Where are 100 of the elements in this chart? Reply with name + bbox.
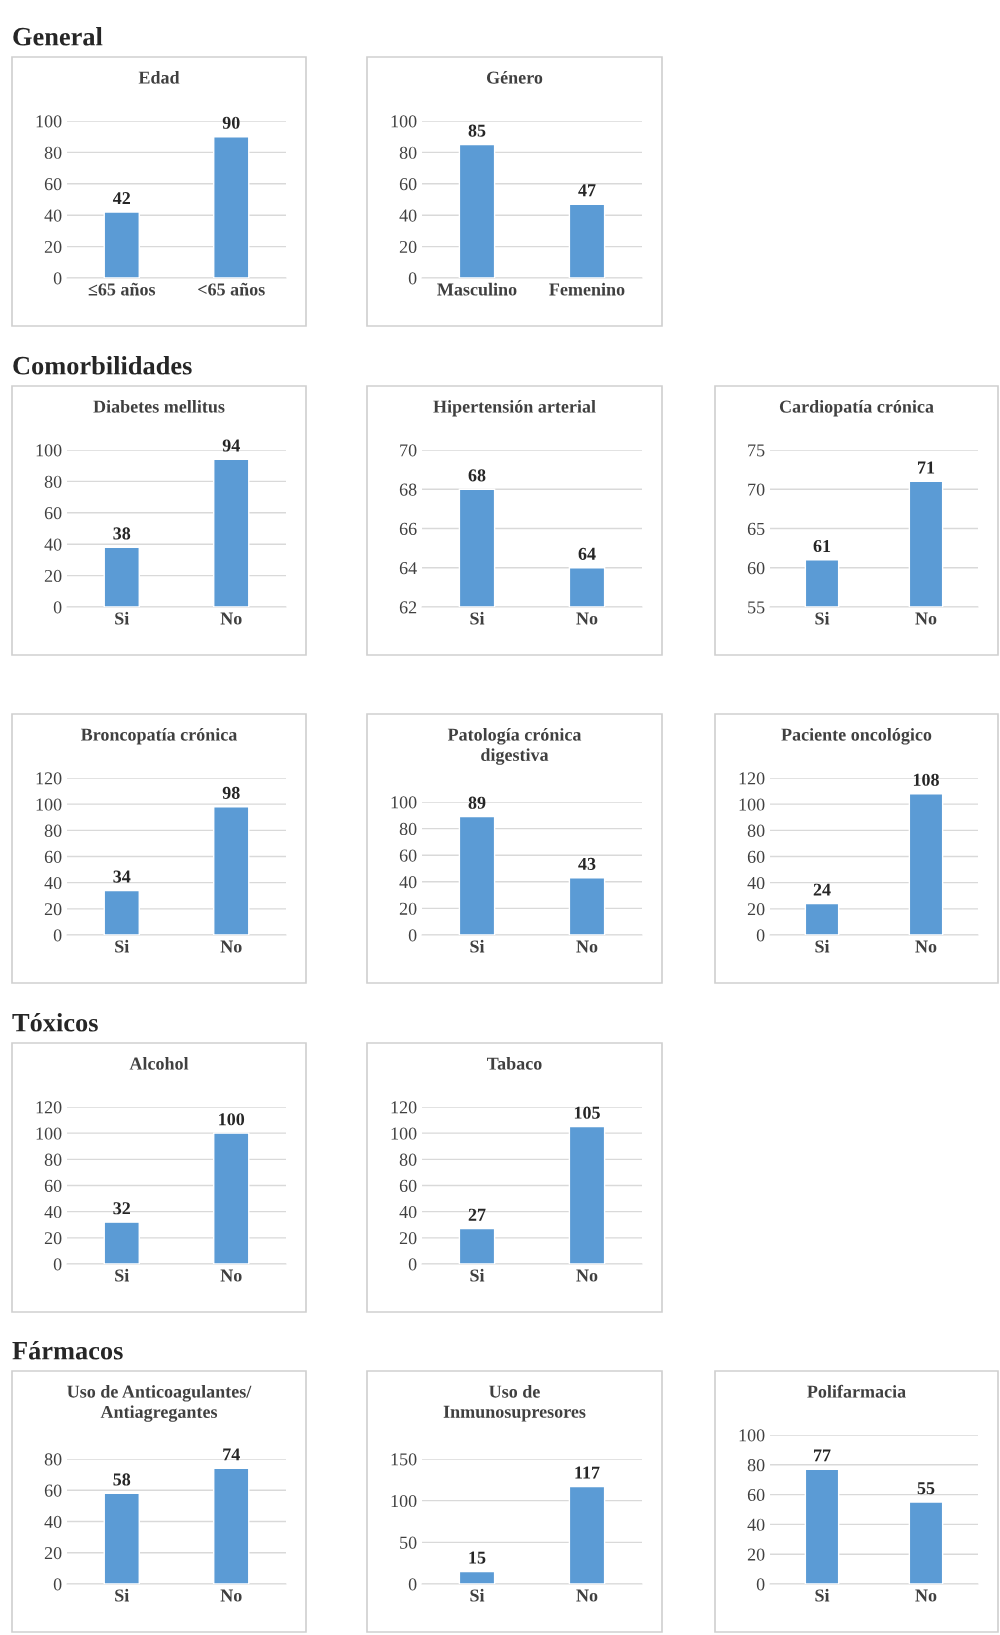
data-label: 77	[814, 1449, 831, 1462]
y-tick-label: 100	[36, 1127, 62, 1140]
x-tick-label: No	[576, 940, 598, 953]
y-tick-label: 0	[756, 929, 765, 942]
y-tick-label: 70	[748, 483, 765, 496]
y-tick-label: 0	[408, 272, 417, 285]
y-tick-label: 80	[747, 1459, 765, 1472]
data-label: 74	[223, 1448, 240, 1461]
data-label: 105	[574, 1106, 600, 1119]
y-tick-label: 120	[36, 1101, 62, 1114]
text: General	[13, 27, 103, 46]
x-tick-label: Femenino	[549, 282, 625, 296]
y-tick-label: 60	[747, 850, 765, 863]
text: Tóxicos	[12, 1013, 98, 1032]
x-tick-label: No	[220, 612, 242, 625]
y-tick-label: 120	[36, 772, 62, 785]
y-tick-label: 0	[53, 601, 62, 614]
y-tick-label: 20	[747, 1548, 765, 1561]
y-tick-label: 80	[44, 475, 62, 488]
data-label: 64	[578, 547, 596, 560]
text: Fármacos	[12, 1341, 123, 1360]
y-tick-label: 40	[399, 209, 417, 222]
x-tick-label: Si	[115, 1588, 130, 1602]
y-tick-label: 100	[36, 798, 62, 811]
y-tick-label: 120	[739, 772, 765, 785]
y-tick-label: 40	[44, 1205, 62, 1219]
x-tick-label: Si	[115, 611, 130, 625]
x-tick-label: Masculino	[437, 282, 517, 296]
y-tick-label: 0	[53, 272, 62, 285]
y-tick-label: 20	[44, 1232, 62, 1245]
data-label: 47	[578, 184, 596, 197]
chart-title: Alcohol	[129, 1057, 189, 1070]
data-label: 108	[913, 773, 939, 786]
x-tick-label: Si	[470, 1268, 485, 1282]
data-label: 117	[575, 1466, 600, 1479]
data-label: 24	[813, 883, 831, 896]
y-tick-label: 80	[399, 146, 417, 159]
y-tick-label: 40	[399, 1205, 417, 1219]
y-tick-label: 100	[36, 444, 62, 457]
y-tick-label: 0	[53, 1578, 62, 1591]
y-tick-label: 60	[747, 1488, 765, 1502]
chart-title: Género	[486, 70, 543, 84]
x-tick-label: No	[220, 940, 242, 953]
x-tick-label: No	[915, 1589, 937, 1602]
y-tick-label: 100	[739, 798, 765, 811]
y-tick-label: 0	[408, 1578, 417, 1591]
y-tick-label: 100	[391, 796, 417, 809]
y-tick-label: 65	[747, 522, 765, 535]
y-tick-label: 80	[747, 824, 765, 837]
y-tick-label: 70	[400, 444, 417, 457]
y-tick-label: 60	[399, 849, 417, 862]
y-tick-label: 80	[44, 1453, 62, 1466]
x-tick-label: No	[576, 612, 598, 625]
y-tick-label: 75	[748, 444, 765, 457]
y-tick-label: 0	[756, 1578, 765, 1591]
data-label: 85	[468, 124, 486, 137]
y-tick-label: 60	[44, 850, 62, 863]
chart-title: Paciente oncológico	[781, 728, 932, 745]
x-tick-label: Si	[470, 1588, 485, 1602]
x-tick-label: No	[220, 1269, 242, 1282]
x-tick-label: Si	[815, 1588, 830, 1602]
data-label: 94	[222, 439, 240, 452]
y-tick-label: 64	[399, 562, 417, 575]
y-tick-label: 80	[44, 146, 62, 159]
y-tick-label: 60	[44, 1179, 62, 1192]
y-tick-label: 20	[44, 1547, 62, 1560]
x-tick-label: Si	[115, 1268, 130, 1282]
y-tick-label: 20	[44, 240, 62, 254]
x-tick-label: Si	[470, 939, 485, 953]
data-label: 98	[222, 786, 240, 799]
y-tick-label: 20	[399, 240, 417, 254]
y-tick-label: 20	[399, 902, 417, 915]
y-tick-label: 66	[399, 522, 417, 535]
y-tick-label: 100	[391, 1494, 417, 1508]
y-tick-label: 100	[391, 1127, 417, 1140]
y-tick-label: 40	[44, 1515, 62, 1528]
data-label: 90	[222, 116, 240, 129]
y-tick-label: 60	[44, 1484, 62, 1497]
y-tick-label: 80	[44, 824, 62, 837]
x-tick-label: No	[220, 1589, 242, 1602]
data-label: 15	[469, 1551, 486, 1564]
y-tick-label: 20	[399, 1232, 417, 1245]
y-tick-label: 120	[391, 1101, 417, 1114]
y-tick-label: 0	[408, 1258, 417, 1271]
y-tick-label: 0	[53, 1258, 62, 1271]
x-tick-label: No	[915, 612, 937, 625]
y-tick-label: 60	[399, 1179, 417, 1192]
y-tick-label: 40	[44, 538, 62, 551]
y-tick-label: 20	[44, 903, 62, 916]
x-tick-label: Si	[115, 939, 130, 953]
y-tick-label: 150	[391, 1453, 417, 1466]
y-tick-label: 100	[391, 115, 417, 128]
data-label: 68	[468, 469, 486, 482]
y-tick-label: 100	[36, 115, 62, 128]
x-tick-label: Si	[815, 611, 830, 625]
text: Comorbilidades	[13, 356, 192, 375]
x-tick-label: No	[576, 1269, 598, 1282]
data-label: 58	[113, 1473, 131, 1486]
y-tick-label: 60	[399, 178, 417, 191]
x-tick-label: ≤65 años	[88, 282, 156, 296]
